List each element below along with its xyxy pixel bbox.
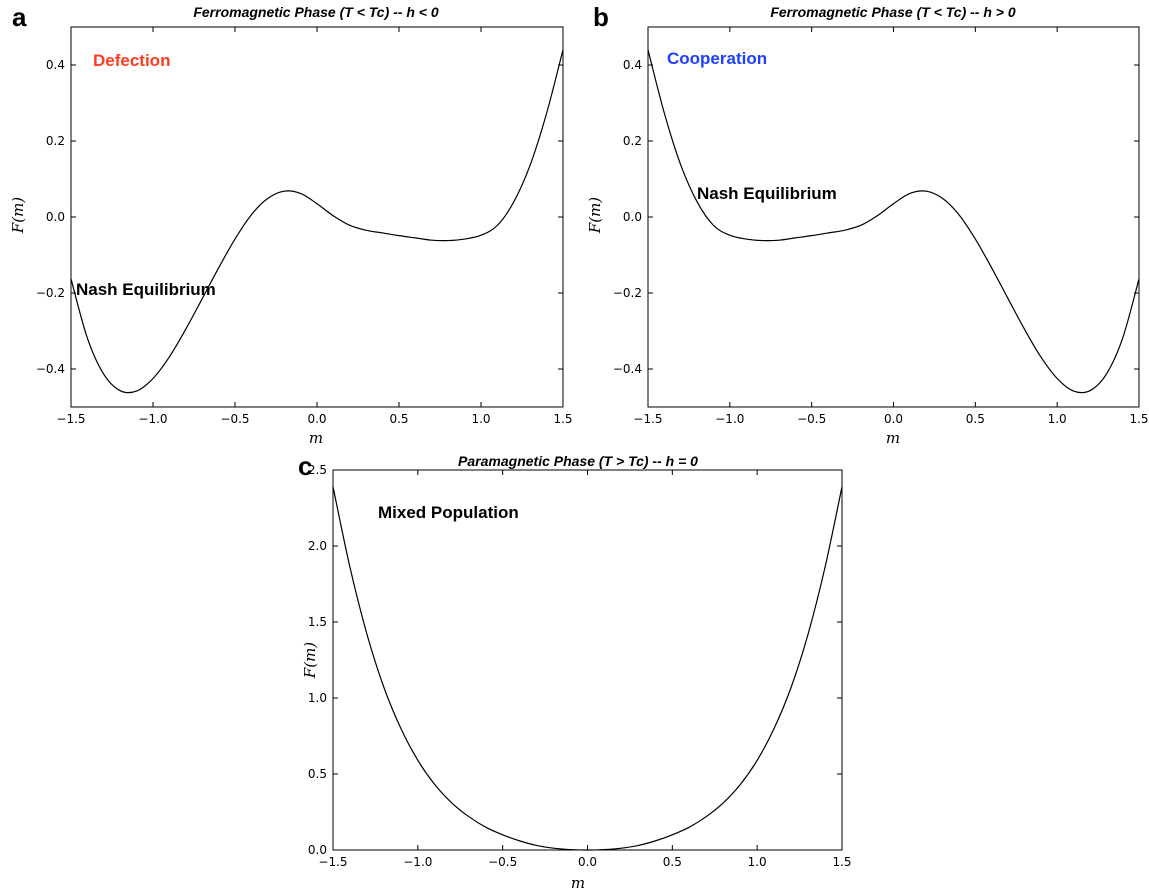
panel-a-ytick-label: 0.0	[46, 210, 65, 224]
panel-c-ytick-label: 2.0	[308, 539, 327, 553]
panel-c-ytick-label: 0.0	[308, 843, 327, 857]
panel-a-xtick-label: 0.0	[307, 412, 326, 426]
panel-c: c Paramagnetic Phase (T > Tc) -- h = 0 −…	[298, 451, 852, 892]
panel-a-ytick-label: 0.2	[46, 134, 65, 148]
panel-a-xtick-label: −1.0	[138, 412, 167, 426]
panel-a-ytick-label: 0.4	[46, 58, 65, 72]
panel-b-xtick-label: −0.5	[797, 412, 826, 426]
panel-a: a Ferromagnetic Phase (T < Tc) -- h < 0 …	[9, 2, 573, 447]
panel-a-ylabel: F(m)	[9, 197, 27, 234]
panel-c-axes-frame	[332, 469, 843, 851]
panel-a-axes-frame	[70, 26, 564, 408]
panel-b-ytick-label: −0.2	[613, 286, 642, 300]
panel-a-xtick-label: 1.0	[471, 412, 490, 426]
panel-c-xtick-label: 1.0	[748, 855, 767, 869]
panel-b-curve	[647, 49, 1140, 394]
panel-a-xtick-label: −1.5	[56, 412, 85, 426]
panel-c-ytick-label: 1.0	[308, 691, 327, 705]
panel-c-xtick-label: −1.0	[403, 855, 432, 869]
panel-b-xtick-label: 0.0	[884, 412, 903, 426]
panel-c-xlabel: m	[571, 874, 585, 892]
panel-a-ytick-label: −0.2	[36, 286, 65, 300]
panel-b-axes-frame	[647, 26, 1140, 408]
panel-a-xtick-label: 0.5	[389, 412, 408, 426]
panel-a-xtick-label: −0.5	[220, 412, 249, 426]
panel-letter-b: b	[593, 2, 609, 32]
panel-b-title: Ferromagnetic Phase (T < Tc) -- h > 0	[770, 4, 1016, 20]
panel-c-curve	[332, 486, 843, 851]
panel-c-xtick-label: 0.5	[663, 855, 682, 869]
panel-b-ytick-label: 0.4	[623, 58, 642, 72]
panel-c-title: Paramagnetic Phase (T > Tc) -- h = 0	[458, 453, 698, 469]
panel-c-xtick-label: −1.5	[318, 855, 347, 869]
panel-letter-c: c	[298, 451, 312, 481]
panel-a-curve	[70, 49, 564, 394]
panel-b-xlabel: m	[886, 429, 900, 447]
panel-a-title: Ferromagnetic Phase (T < Tc) -- h < 0	[193, 4, 439, 20]
panel-a-plot: −1.5 −1.0 −0.5 0.0 0.5 1.0 1.5 −0.4 −0.2 0.0 0.2 0.…	[36, 26, 573, 426]
panel-b-plot: −1.5 −1.0 −0.5 0.0 0.5 1.0 1.5 −0.4 −0.2 0.0 0.2 0.…	[613, 26, 1149, 426]
annotation-nash-equilibrium-a: Nash Equilibrium	[76, 280, 216, 299]
panel-b-ytick-label: −0.4	[613, 362, 642, 376]
panel-c-xtick-label: 0.0	[578, 855, 597, 869]
panel-c-ylabel: F(m)	[301, 642, 319, 679]
panel-b-xtick-label: −1.5	[633, 412, 662, 426]
panel-a-xtick-label: 1.5	[553, 412, 572, 426]
panel-b: b Ferromagnetic Phase (T < Tc) -- h > 0 …	[586, 2, 1149, 447]
annotation-cooperation: Cooperation	[667, 49, 767, 68]
annotation-defection: Defection	[93, 51, 170, 70]
panel-b-ytick-label: 0.0	[623, 210, 642, 224]
panel-c-xtick-label: 1.5	[832, 855, 851, 869]
panel-c-ytick-label: 0.5	[308, 767, 327, 781]
panel-b-xtick-label: −1.0	[715, 412, 744, 426]
panel-letter-a: a	[12, 2, 27, 32]
annotation-mixed-population: Mixed Population	[378, 503, 519, 522]
panel-b-ylabel: F(m)	[586, 197, 604, 234]
panel-b-ytick-label: 0.2	[623, 134, 642, 148]
annotation-nash-equilibrium-b: Nash Equilibrium	[697, 184, 837, 203]
panel-c-plot: −1.5 −1.0 −0.5 0.0 0.5 1.0 1.5 0.0 0.5 1.0 1.5 2.0 2…	[308, 463, 852, 869]
panel-c-ytick-label: 2.5	[308, 463, 327, 477]
panel-c-ytick-label: 1.5	[308, 615, 327, 629]
panel-b-xtick-label: 0.5	[966, 412, 985, 426]
panel-b-xtick-label: 1.0	[1048, 412, 1067, 426]
panel-a-ytick-label: −0.4	[36, 362, 65, 376]
panel-b-xtick-label: 1.5	[1129, 412, 1148, 426]
panel-c-xtick-label: −0.5	[488, 855, 517, 869]
panel-a-xlabel: m	[309, 429, 323, 447]
